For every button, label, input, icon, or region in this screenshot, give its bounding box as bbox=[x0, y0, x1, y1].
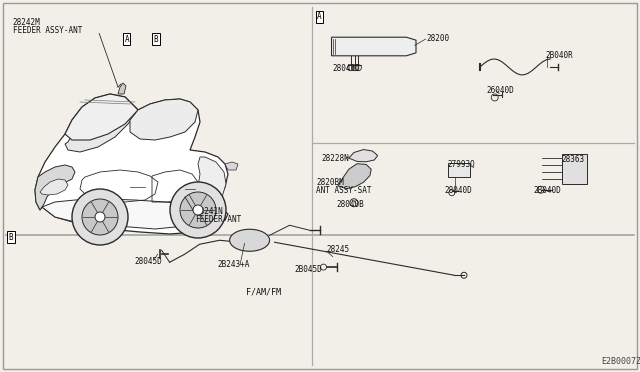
Polygon shape bbox=[42, 199, 200, 229]
Text: 27993Q: 27993Q bbox=[447, 160, 475, 169]
Text: 28242M: 28242M bbox=[13, 18, 40, 27]
Polygon shape bbox=[40, 179, 68, 195]
Polygon shape bbox=[65, 97, 138, 152]
Text: 28040B: 28040B bbox=[336, 200, 364, 209]
Text: 2B040D: 2B040D bbox=[534, 186, 561, 195]
Polygon shape bbox=[195, 157, 226, 209]
Circle shape bbox=[82, 199, 118, 235]
Polygon shape bbox=[338, 164, 371, 189]
Text: FEEDER ASSY-ANT: FEEDER ASSY-ANT bbox=[13, 26, 82, 35]
Polygon shape bbox=[332, 37, 416, 56]
Text: 28045D: 28045D bbox=[134, 257, 162, 266]
Text: 26040D: 26040D bbox=[486, 86, 514, 94]
Text: ANT ASSY-SAT: ANT ASSY-SAT bbox=[316, 186, 372, 195]
Bar bbox=[448, 163, 470, 177]
Text: B: B bbox=[154, 35, 159, 44]
Text: F/AM/FM: F/AM/FM bbox=[246, 288, 282, 296]
Text: 2820BM: 2820BM bbox=[316, 178, 344, 187]
Polygon shape bbox=[118, 83, 126, 94]
Text: 2B243+A: 2B243+A bbox=[218, 260, 250, 269]
Text: 28040D: 28040D bbox=[444, 186, 472, 195]
Text: B: B bbox=[8, 233, 13, 242]
Circle shape bbox=[95, 212, 105, 222]
Text: 28363: 28363 bbox=[562, 155, 585, 164]
Polygon shape bbox=[65, 94, 138, 140]
Text: FEEDER-ANT: FEEDER-ANT bbox=[195, 215, 241, 224]
Text: 2B045D: 2B045D bbox=[294, 265, 322, 274]
Text: 28228N: 28228N bbox=[322, 154, 349, 163]
Text: A: A bbox=[317, 12, 322, 21]
Text: 28245: 28245 bbox=[326, 246, 349, 254]
Bar bbox=[562, 154, 587, 184]
Ellipse shape bbox=[230, 229, 269, 251]
Text: 28200: 28200 bbox=[427, 34, 450, 43]
Circle shape bbox=[180, 192, 216, 228]
Text: 28241N: 28241N bbox=[195, 207, 223, 216]
Text: 28040D: 28040D bbox=[333, 64, 360, 73]
Polygon shape bbox=[35, 94, 228, 234]
Text: 2B040R: 2B040R bbox=[545, 51, 573, 60]
Circle shape bbox=[72, 189, 128, 245]
Polygon shape bbox=[35, 165, 75, 210]
Polygon shape bbox=[130, 99, 198, 140]
Text: A: A bbox=[124, 35, 129, 44]
Circle shape bbox=[170, 182, 226, 238]
Polygon shape bbox=[349, 150, 378, 162]
Circle shape bbox=[193, 205, 203, 215]
Polygon shape bbox=[225, 162, 238, 170]
Text: E2B0007Z: E2B0007Z bbox=[602, 357, 640, 366]
